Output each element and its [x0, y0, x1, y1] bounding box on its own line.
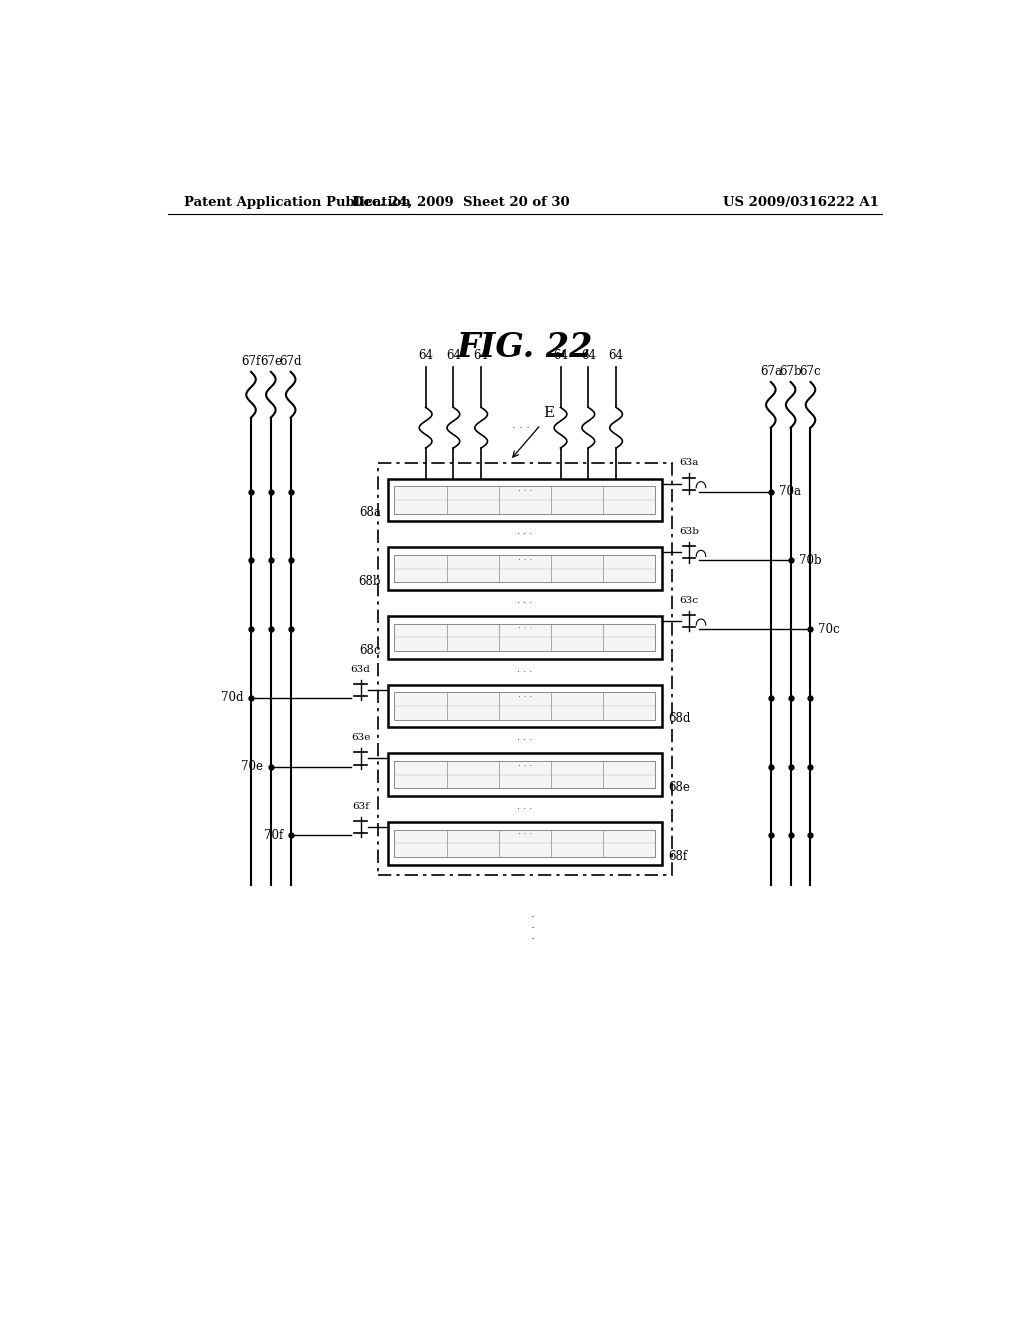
Text: · · ·: · · ·: [517, 804, 532, 814]
Text: 63a: 63a: [679, 458, 698, 467]
Text: 63d: 63d: [350, 664, 371, 673]
Text: Dec. 24, 2009  Sheet 20 of 30: Dec. 24, 2009 Sheet 20 of 30: [352, 195, 570, 209]
Text: 64: 64: [474, 348, 488, 362]
Text: 64: 64: [608, 348, 624, 362]
Text: US 2009/0316222 A1: US 2009/0316222 A1: [723, 195, 879, 209]
Text: 64: 64: [418, 348, 433, 362]
Text: 68b: 68b: [358, 576, 381, 587]
Text: E: E: [543, 405, 554, 420]
Text: 70b: 70b: [799, 554, 821, 568]
Text: ·
·
·: · · ·: [530, 911, 535, 945]
Text: · · ·: · · ·: [512, 422, 529, 433]
Text: 70d: 70d: [220, 692, 243, 705]
Text: 64: 64: [445, 348, 461, 362]
Text: 67d: 67d: [280, 355, 302, 368]
Bar: [387, 822, 663, 865]
Text: 63c: 63c: [680, 595, 698, 605]
Bar: [387, 548, 663, 590]
Text: 63e: 63e: [351, 733, 371, 742]
Bar: [387, 685, 663, 727]
Text: · · ·: · · ·: [517, 667, 532, 677]
Text: · · ·: · · ·: [517, 556, 532, 565]
Text: 68a: 68a: [359, 507, 381, 519]
Text: 64: 64: [581, 348, 596, 362]
Text: · · ·: · · ·: [517, 598, 532, 609]
Text: 67b: 67b: [779, 364, 802, 378]
Text: 70c: 70c: [818, 623, 840, 636]
Text: 67c: 67c: [800, 364, 821, 378]
Text: 68c: 68c: [359, 644, 381, 656]
Text: 67f: 67f: [242, 355, 261, 368]
Text: 63f: 63f: [352, 803, 369, 810]
Text: Patent Application Publication: Patent Application Publication: [183, 195, 411, 209]
Text: 67a: 67a: [760, 364, 781, 378]
Bar: [394, 486, 655, 513]
Bar: [387, 479, 663, 521]
Text: · · ·: · · ·: [517, 830, 532, 840]
Text: 70f: 70f: [263, 829, 283, 842]
Text: 68f: 68f: [669, 850, 687, 863]
Text: 63b: 63b: [679, 527, 699, 536]
Text: 68d: 68d: [669, 713, 691, 726]
Text: 67e: 67e: [260, 355, 282, 368]
Text: 70e: 70e: [241, 760, 263, 774]
Bar: [394, 554, 655, 582]
Text: 64: 64: [553, 348, 568, 362]
Bar: [394, 762, 655, 788]
Bar: [394, 830, 655, 857]
Text: · · ·: · · ·: [517, 735, 532, 746]
Text: · · ·: · · ·: [517, 762, 532, 771]
Bar: [394, 623, 655, 651]
Text: · · ·: · · ·: [517, 487, 532, 496]
Bar: [394, 693, 655, 719]
Text: 68e: 68e: [669, 781, 690, 795]
Text: · · ·: · · ·: [517, 693, 532, 702]
Bar: [387, 616, 663, 659]
Text: · · ·: · · ·: [517, 529, 532, 540]
Bar: [387, 754, 663, 796]
Text: 70a: 70a: [779, 486, 801, 498]
Text: · · ·: · · ·: [517, 624, 532, 634]
Text: FIG. 22: FIG. 22: [457, 331, 593, 364]
